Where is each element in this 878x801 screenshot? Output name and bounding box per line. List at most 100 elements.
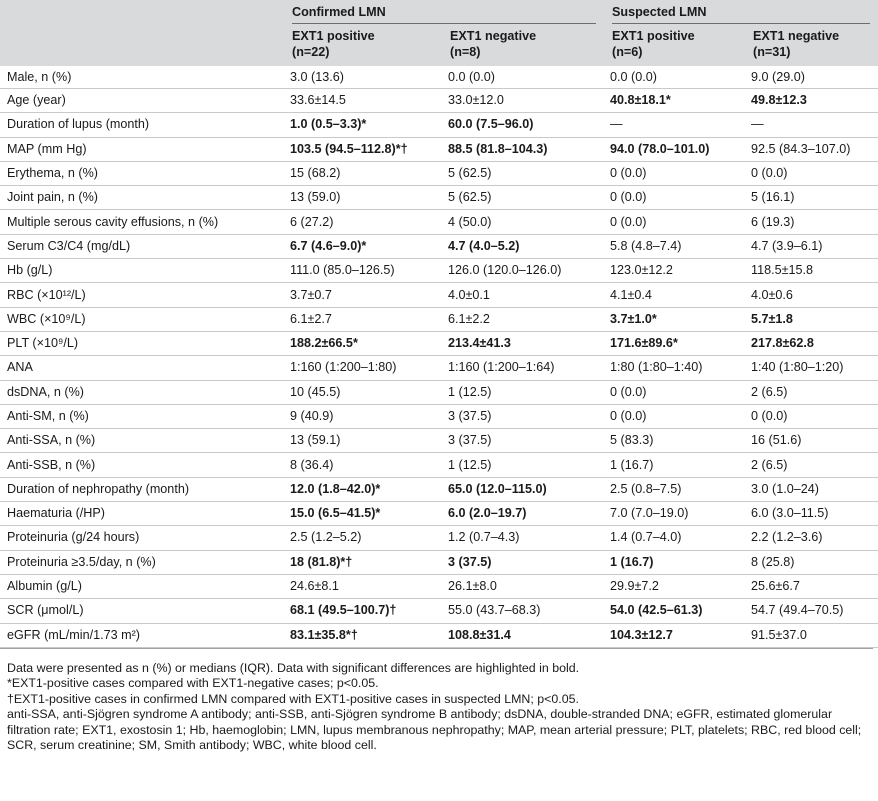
table-cell: 94.0 (78.0–101.0) xyxy=(604,137,745,162)
table-row: RBC (×10¹²/L) 3.7±0.7 4.0±0.1 4.1±0.4 4.0±0.… xyxy=(0,282,878,308)
group-label: Suspected LMN xyxy=(612,4,707,19)
table-cell: 2 (6.5) xyxy=(745,380,878,405)
row-label: Proteinuria ≥3.5/day, n (%) xyxy=(0,550,284,575)
table-cell: 0 (0.0) xyxy=(604,380,745,405)
table-cell: 3.7±1.0* xyxy=(604,307,745,332)
table-cell: 6 (27.2) xyxy=(284,209,442,235)
table-cell: 8 (25.8) xyxy=(745,550,878,575)
header-blank xyxy=(0,0,284,24)
table-cell: 0.0 (0.0) xyxy=(604,66,745,89)
table-row: Multiple serous cavity effusions, n (%) 6… xyxy=(0,209,878,235)
table-cell: 0 (0.0) xyxy=(604,404,745,430)
table-cell: 6.0 (2.0–19.7) xyxy=(442,501,604,527)
group-label: Confirmed LMN xyxy=(292,4,386,19)
row-label: ANA xyxy=(0,355,284,381)
table-cell: 25.6±6.7 xyxy=(745,574,878,600)
table-cell: 0 (0.0) xyxy=(745,161,878,187)
column-header-label: EXT1 positive (n=22) xyxy=(292,29,375,59)
row-label: Anti-SSA, n (%) xyxy=(0,428,284,454)
table-cell: 126.0 (120.0–126.0) xyxy=(442,258,604,284)
row-label: Duration of lupus (month) xyxy=(0,112,284,138)
group-header-confirmed: Confirmed LMN xyxy=(284,0,604,24)
table-row: Age (year) 33.6±14.5 33.0±12.0 40.8±18.1* 49… xyxy=(0,88,878,114)
table-cell: 15.0 (6.5–41.5)* xyxy=(284,501,442,527)
table-cell: 33.0±12.0 xyxy=(442,88,604,114)
row-label: Proteinuria (g/24 hours) xyxy=(0,525,284,551)
table-cell: 0 (0.0) xyxy=(604,185,745,211)
table-cell: 4.0±0.1 xyxy=(442,282,604,308)
table-cell: 0 (0.0) xyxy=(745,404,878,430)
table-cell: 54.0 (42.5–61.3) xyxy=(604,598,745,624)
table-cell: 54.7 (49.4–70.5) xyxy=(745,598,878,624)
row-label: MAP (mm Hg) xyxy=(0,137,284,162)
footnote: Data were presented as n (%) or medians … xyxy=(7,660,580,675)
footnote: *EXT1-positive cases compared with EXT1-… xyxy=(7,676,379,691)
table-row: Joint pain, n (%) 13 (59.0) 5 (62.5) 0 (0.0… xyxy=(0,185,878,211)
table-cell: 2 (6.5) xyxy=(745,452,878,478)
table-cell: — xyxy=(604,112,745,138)
table-row: SCR (μmol/L) 68.1 (49.5–100.7)† 55.0 (43.7… xyxy=(0,598,878,624)
table-cell: 1 (16.7) xyxy=(604,550,745,575)
table-cell: 68.1 (49.5–100.7)† xyxy=(284,598,442,624)
table-cell: 188.2±66.5* xyxy=(284,331,442,357)
row-label: Erythema, n (%) xyxy=(0,161,284,187)
table-cell: 40.8±18.1* xyxy=(604,88,745,114)
table-row: dsDNA, n (%) 10 (45.5) 1 (12.5) 0 (0.0) 2 (6… xyxy=(0,380,878,405)
row-label: dsDNA, n (%) xyxy=(0,380,284,405)
row-label: Anti-SSB, n (%) xyxy=(0,452,284,478)
table-cell: 6 (19.3) xyxy=(745,209,878,235)
table-cell: 2.5 (1.2–5.2) xyxy=(284,525,442,551)
table-cell: 171.6±89.6* xyxy=(604,331,745,357)
row-label: Albumin (g/L) xyxy=(0,574,284,600)
table-cell: 4.7 (4.0–5.2) xyxy=(442,234,604,260)
table-cell: 18 (81.8)*† xyxy=(284,550,442,575)
table-cell: 9 (40.9) xyxy=(284,404,442,430)
table-row: Male, n (%) 3.0 (13.6) 0.0 (0.0) 0.0 (0.0) 9… xyxy=(0,66,878,89)
table-cell: 6.1±2.2 xyxy=(442,307,604,332)
row-label: Haematuria (/HP) xyxy=(0,501,284,527)
footnote: anti-SSA, anti-Sjögren syndrome A antibo… xyxy=(7,707,862,753)
table-row: Erythema, n (%) 15 (68.2) 5 (62.5) 0 (0.0) 0… xyxy=(0,161,878,187)
table-cell: 6.0 (3.0–11.5) xyxy=(745,501,878,527)
table-cell: 6.1±2.7 xyxy=(284,307,442,332)
row-label: Hb (g/L) xyxy=(0,258,284,284)
table-cell: 1:160 (1:200–1:64) xyxy=(442,355,604,381)
table-cell: 118.5±15.8 xyxy=(745,258,878,284)
table-cell: 7.0 (7.0–19.0) xyxy=(604,501,745,527)
row-label: Anti-SM, n (%) xyxy=(0,404,284,430)
table-cell: 123.0±12.2 xyxy=(604,258,745,284)
table-cell: 9.0 (29.0) xyxy=(745,66,878,89)
table-cell: 3 (37.5) xyxy=(442,550,604,575)
table-cell: 29.9±7.2 xyxy=(604,574,745,600)
group-underline xyxy=(612,23,870,24)
table-cell: 4.0±0.6 xyxy=(745,282,878,308)
table-cell: 26.1±8.0 xyxy=(442,574,604,600)
table-cell: 111.0 (85.0–126.5) xyxy=(284,258,442,284)
column-header: EXT1 negative (n=31) xyxy=(745,24,878,66)
table-cell: 10 (45.5) xyxy=(284,380,442,405)
table-cell: 83.1±35.8*† xyxy=(284,623,442,648)
table-cell: 1.2 (0.7–4.3) xyxy=(442,525,604,551)
table-cell: 1 (16.7) xyxy=(604,452,745,478)
column-header: EXT1 positive (n=6) xyxy=(604,24,745,66)
table-cell: 5 (62.5) xyxy=(442,185,604,211)
footnote: †EXT1-positive cases in confirmed LMN co… xyxy=(7,691,579,706)
row-label: RBC (×10¹²/L) xyxy=(0,282,284,308)
table-row: Anti-SM, n (%) 9 (40.9) 3 (37.5) 0 (0.0) 0 (… xyxy=(0,404,878,430)
row-label: Joint pain, n (%) xyxy=(0,185,284,211)
table-cell: 6.7 (4.6–9.0)* xyxy=(284,234,442,260)
table-cell: 1 (12.5) xyxy=(442,452,604,478)
column-header-label: EXT1 negative (n=8) xyxy=(450,29,537,59)
table-row: PLT (×10⁹/L) 188.2±66.5* 213.4±41.3 171.6±8… xyxy=(0,331,878,357)
table-row: eGFR (mL/min/1.73 m²) 83.1±35.8*† 108.8±31… xyxy=(0,623,878,648)
table-row: MAP (mm Hg) 103.5 (94.5–112.8)*† 88.5 (81.… xyxy=(0,137,878,162)
table-cell: 108.8±31.4 xyxy=(442,623,604,648)
column-header: EXT1 negative (n=8) xyxy=(442,24,604,66)
table-cell: 3 (37.5) xyxy=(442,428,604,454)
table-cell: 16 (51.6) xyxy=(745,428,878,454)
table-cell: 13 (59.1) xyxy=(284,428,442,454)
table-cell: 15 (68.2) xyxy=(284,161,442,187)
group-header-suspected: Suspected LMN xyxy=(604,0,878,24)
table-cell: 12.0 (1.8–42.0)* xyxy=(284,477,442,503)
table-cell: 1 (12.5) xyxy=(442,380,604,405)
